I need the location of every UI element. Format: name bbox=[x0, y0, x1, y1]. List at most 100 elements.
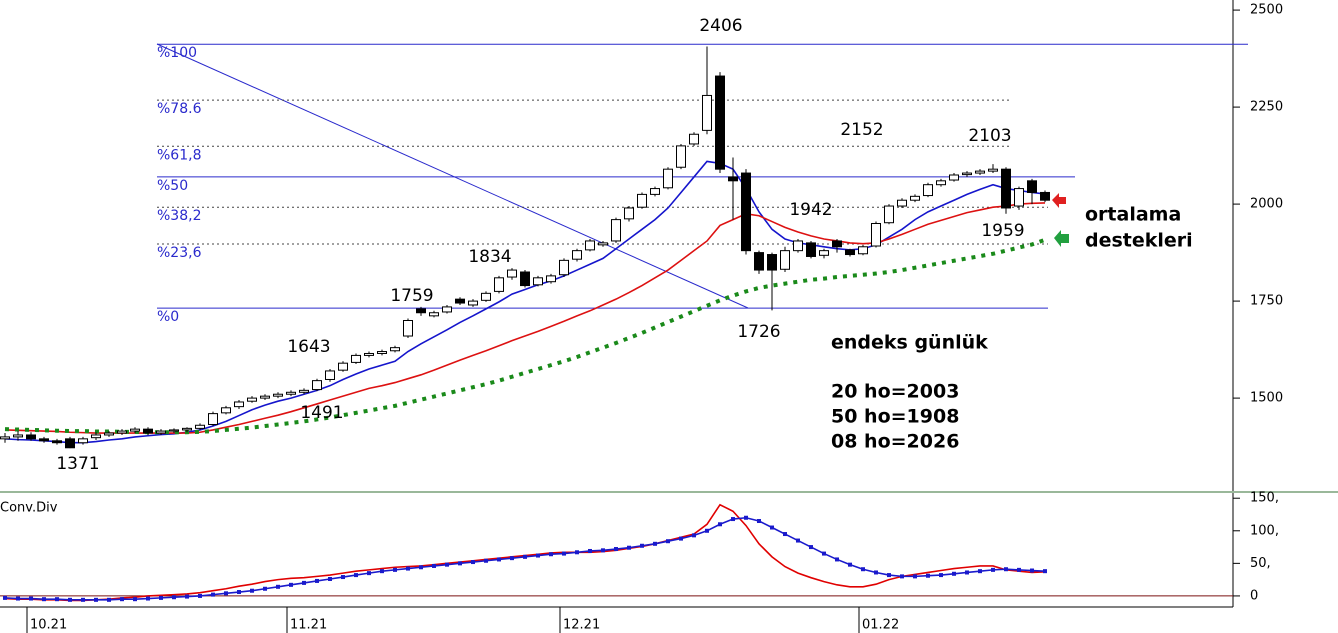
annotation: 1371 bbox=[56, 454, 99, 474]
macd-marker bbox=[315, 578, 319, 583]
candle-body bbox=[39, 438, 49, 442]
note: 08 ho=2026 bbox=[831, 431, 959, 453]
candle-body bbox=[377, 351, 387, 354]
candle-body bbox=[637, 193, 647, 208]
macd-marker bbox=[120, 597, 124, 602]
candle-body bbox=[429, 312, 439, 317]
macd-marker bbox=[159, 595, 163, 600]
macd-marker bbox=[679, 536, 683, 541]
macd-marker bbox=[1043, 569, 1047, 574]
macd-marker bbox=[198, 593, 202, 598]
macd-marker bbox=[913, 574, 917, 579]
candle-body bbox=[234, 401, 244, 408]
macd-marker bbox=[107, 597, 111, 602]
macd-marker bbox=[939, 573, 943, 578]
candle-body bbox=[65, 438, 75, 449]
macd-marker bbox=[523, 554, 527, 559]
candle-body bbox=[832, 240, 842, 248]
red-arrow bbox=[1052, 193, 1066, 208]
candle-body bbox=[104, 432, 114, 436]
macd-marker bbox=[94, 597, 98, 602]
candle-body bbox=[481, 292, 491, 301]
macd-line bbox=[4, 503, 1046, 602]
candle-body bbox=[312, 380, 322, 391]
macd-marker bbox=[1017, 567, 1021, 572]
panel-title: Conv.Div bbox=[0, 501, 58, 516]
macd-marker bbox=[3, 595, 7, 600]
candle-body bbox=[221, 407, 231, 414]
candle-body bbox=[949, 174, 959, 181]
macd-marker bbox=[393, 567, 397, 572]
candle-body bbox=[182, 427, 192, 431]
macd-marker bbox=[614, 547, 618, 552]
annotation: 1942 bbox=[789, 200, 832, 220]
candle-body bbox=[611, 219, 621, 242]
candle-body bbox=[585, 240, 595, 251]
y-tick-label: 2000 bbox=[1250, 197, 1283, 212]
candle-body bbox=[702, 94, 712, 131]
note: 20 ho=2003 bbox=[831, 381, 959, 403]
macd-marker bbox=[549, 552, 553, 557]
candle-body bbox=[0, 436, 10, 440]
y-tick-label: 150, bbox=[1250, 491, 1279, 506]
macd-marker bbox=[653, 541, 657, 546]
macd-marker bbox=[965, 570, 969, 575]
fib-label: %78.6 bbox=[157, 101, 202, 117]
macd-marker bbox=[991, 567, 995, 572]
candle-body bbox=[1027, 180, 1037, 193]
macd-marker bbox=[926, 573, 930, 578]
macd-marker bbox=[146, 596, 150, 601]
candle-body bbox=[1001, 168, 1011, 209]
candle-body bbox=[507, 269, 517, 278]
macd-marker bbox=[848, 562, 852, 567]
y-tick-label: 0 bbox=[1250, 588, 1258, 603]
macd-marker bbox=[211, 592, 215, 597]
candle-body bbox=[52, 440, 62, 444]
macd-marker bbox=[276, 584, 280, 589]
x-tick-label: 11.21 bbox=[290, 618, 327, 633]
macd-marker bbox=[692, 533, 696, 538]
candle-body bbox=[936, 180, 946, 186]
annotation: 1834 bbox=[468, 247, 511, 267]
macd-marker bbox=[406, 566, 410, 571]
macd-marker bbox=[731, 517, 735, 522]
macd-marker bbox=[445, 562, 449, 567]
candle-body bbox=[91, 434, 101, 439]
candle-body bbox=[533, 277, 543, 286]
macd-marker bbox=[458, 561, 462, 566]
fib-label: %38,2 bbox=[157, 208, 201, 224]
candle-body bbox=[871, 222, 881, 247]
annotation: 1643 bbox=[287, 337, 330, 357]
candle-body bbox=[325, 370, 335, 380]
macd-marker bbox=[328, 576, 332, 581]
macd-marker bbox=[367, 571, 371, 576]
macd-marker bbox=[471, 560, 475, 565]
candle-body bbox=[455, 298, 465, 304]
side-note: ortalama bbox=[1085, 204, 1181, 226]
candle-body bbox=[195, 424, 205, 429]
macd-marker bbox=[887, 573, 891, 578]
candle-body bbox=[273, 393, 283, 397]
annotation: 1959 bbox=[981, 221, 1024, 241]
macd-marker bbox=[770, 525, 774, 530]
x-tick-label: 12.21 bbox=[563, 618, 600, 633]
macd-marker bbox=[822, 551, 826, 556]
annotation: 2152 bbox=[840, 120, 883, 140]
y-tick-label: 1750 bbox=[1250, 294, 1283, 309]
candle-body bbox=[897, 199, 907, 207]
candle-body bbox=[689, 133, 699, 145]
fib-label: %50 bbox=[157, 178, 188, 194]
y-tick-label: 50, bbox=[1250, 556, 1271, 571]
x-tick-label: 01.22 bbox=[862, 618, 899, 633]
fib-label: %61,8 bbox=[157, 147, 201, 163]
macd-marker bbox=[42, 597, 46, 602]
y-tick-label: 1500 bbox=[1250, 391, 1283, 406]
macd-marker bbox=[536, 553, 540, 558]
candle-body bbox=[845, 249, 855, 256]
fib-label: %0 bbox=[157, 309, 179, 325]
candle-body bbox=[169, 429, 179, 432]
macd-marker bbox=[575, 550, 579, 555]
candle-body bbox=[728, 176, 738, 182]
